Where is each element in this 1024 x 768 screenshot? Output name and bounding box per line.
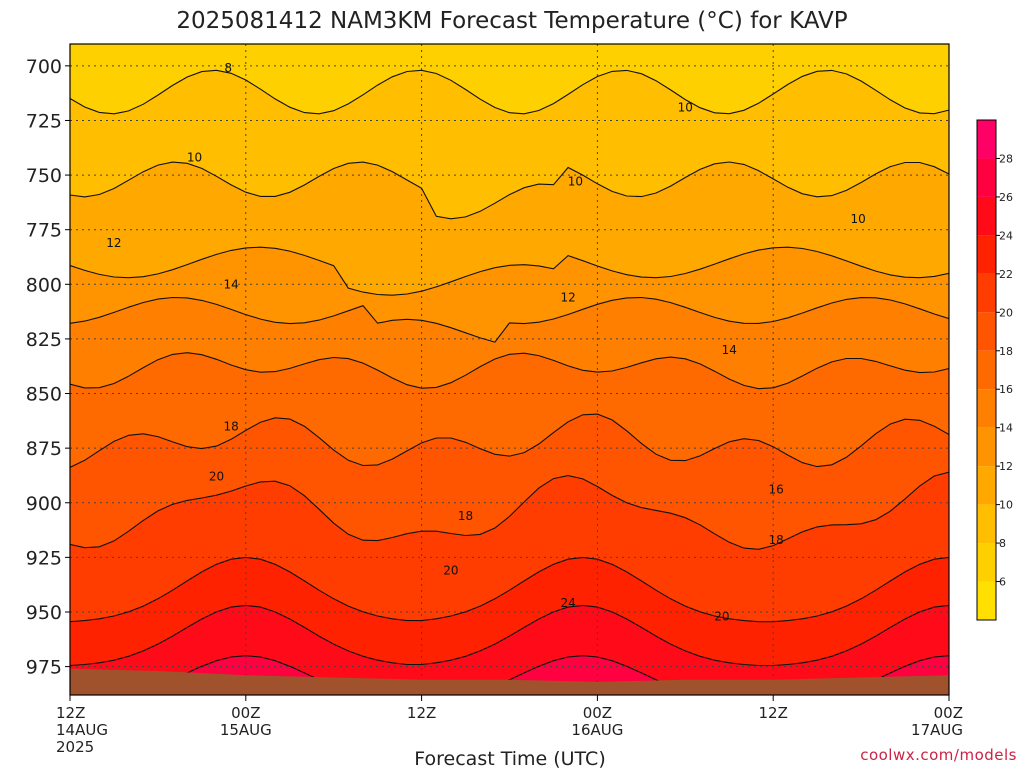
x-tick-label: 12Z <box>759 704 788 722</box>
colorbar-swatch <box>977 466 996 505</box>
temperature-band <box>130 655 949 695</box>
colorbar-frame <box>976 119 997 621</box>
y-tick-label: 975 <box>26 657 62 679</box>
plot-frame <box>69 43 950 696</box>
colorbar-tick-label: 6 <box>999 576 1006 589</box>
colorbar-tick-label: 18 <box>999 345 1013 358</box>
x-axis-label: Forecast Time (UTC) <box>414 748 605 768</box>
chart-title: 2025081412 NAM3KM Forecast Temperature (… <box>176 8 847 34</box>
colorbar-tick-label: 26 <box>999 191 1013 204</box>
colorbar-swatch <box>977 350 996 390</box>
colorbar-swatch <box>977 273 996 313</box>
y-tick-label: 700 <box>26 56 62 78</box>
y-tick-label: 900 <box>26 493 62 515</box>
colorbar-tick-label: 28 <box>999 152 1013 165</box>
colorbar-tick-label: 16 <box>999 383 1013 396</box>
contour-line <box>70 413 949 468</box>
y-tick-label: 875 <box>26 438 62 460</box>
x-tick-label: 17AUG <box>911 721 963 739</box>
y-tick-label: 800 <box>26 274 62 296</box>
colorbar-swatch <box>977 312 996 351</box>
contour-line <box>70 471 949 550</box>
contour-label: 10 <box>187 151 202 165</box>
ground-surface <box>70 668 949 695</box>
colorbar-swatch <box>977 581 996 620</box>
y-tick-label: 775 <box>26 220 62 242</box>
colorbar: 6 8 10 12 14 16 18 20 22 24 26 28 <box>976 119 1013 621</box>
colorbar-tick-label: 22 <box>999 268 1013 281</box>
x-tick-label: 12Z <box>407 704 436 722</box>
colorbar-tick-label: 8 <box>999 537 1006 550</box>
contour-label: 14 <box>722 343 737 357</box>
colorbar-swatch <box>977 427 996 467</box>
contour-line <box>70 556 949 623</box>
x-tick-label: 2025 <box>56 738 94 756</box>
x-tick-label: 15AUG <box>220 721 272 739</box>
contour-label: 18 <box>458 509 473 523</box>
y-tick-label: 925 <box>26 547 62 569</box>
y-tick-label: 950 <box>26 602 62 624</box>
contour-label: 20 <box>443 563 458 577</box>
colorbar-tick-label: 20 <box>999 306 1013 319</box>
contour-label: 14 <box>224 277 239 291</box>
contour-line <box>70 352 949 390</box>
x-tick-label: 14AUG <box>56 721 108 739</box>
x-tick-label: 00Z <box>231 704 260 722</box>
contour-label: 10 <box>851 212 866 226</box>
y-tick-label: 750 <box>26 165 62 187</box>
y-tick-label: 825 <box>26 329 62 351</box>
contour-label: 8 <box>224 61 232 75</box>
y-axis: 700 725 750 775 800 825 850 875 900 925 950 975 <box>26 56 70 679</box>
contour-label: 20 <box>209 470 224 484</box>
colorbar-tick-label: 10 <box>999 499 1013 512</box>
x-tick-label: 00Z <box>583 704 612 722</box>
contour-label: 10 <box>568 175 583 189</box>
colorbar-swatch <box>977 389 996 428</box>
colorbar-swatch <box>977 196 996 236</box>
contour-label: 16 <box>768 483 783 497</box>
y-tick-label: 725 <box>26 110 62 132</box>
contour-label: 12 <box>106 236 121 250</box>
x-tick-label: 12Z <box>56 704 85 722</box>
colorbar-swatch <box>977 543 996 582</box>
credit-text[interactable]: coolwx.com/models <box>860 746 1017 764</box>
contour-label: 20 <box>714 609 729 623</box>
contour-label: 10 <box>678 100 693 114</box>
contour-line <box>70 161 949 220</box>
y-tick-label: 850 <box>26 384 62 406</box>
contour-line <box>70 246 949 296</box>
colorbar-swatch <box>977 235 996 274</box>
contour-label: 18 <box>224 419 239 433</box>
contour-label: 12 <box>560 290 575 304</box>
contour-label: 24 <box>560 596 575 610</box>
contour-label: 18 <box>768 533 783 547</box>
contour-line <box>70 69 949 115</box>
colorbar-tick-label: 24 <box>999 229 1013 242</box>
x-tick-label: 00Z <box>934 704 963 722</box>
x-tick-label: 16AUG <box>571 721 623 739</box>
colorbar-tick-label: 14 <box>999 422 1013 435</box>
colorbar-swatch <box>977 504 996 544</box>
plot-area: 8 10 10 10 10 12 12 14 14 16 18 18 18 20 20 20 24 <box>70 44 949 695</box>
colorbar-tick-label: 12 <box>999 460 1013 473</box>
contour-line <box>70 604 949 667</box>
colorbar-swatch <box>977 158 996 197</box>
colorbar-swatch <box>977 120 996 159</box>
contour-line <box>70 296 949 343</box>
